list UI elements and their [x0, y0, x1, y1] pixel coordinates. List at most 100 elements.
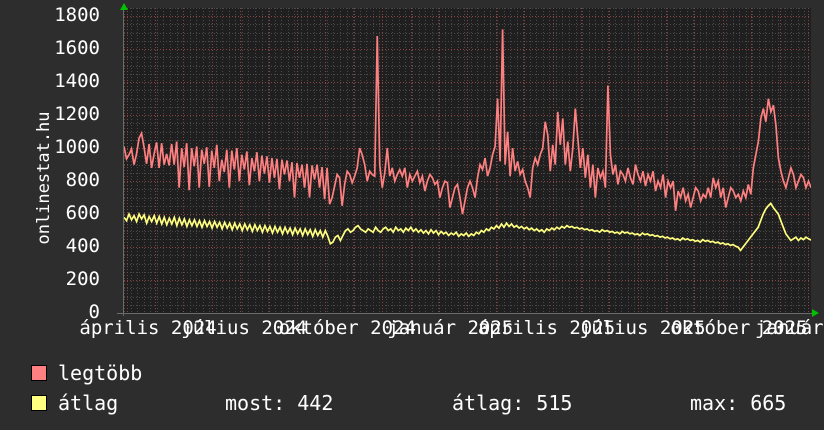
y-tick-label: 1400: [54, 70, 100, 93]
gridline-minor-v: [687, 8, 688, 313]
gridline-minor-v: [654, 8, 655, 313]
gridline-major-v: [411, 8, 412, 313]
gridline-major-v: [325, 8, 326, 313]
x-tick-label: január 2026: [754, 317, 824, 339]
gridline-minor-v: [719, 8, 720, 313]
x-tick-label: október 2025: [670, 317, 808, 339]
legend-label-legtobb: legtöbb: [58, 361, 143, 385]
y-axis-line: [123, 4, 124, 316]
gridline-minor-v: [641, 8, 642, 313]
y-tick-label: 200: [65, 268, 100, 291]
gridline-minor-v: [621, 8, 622, 313]
legend-label-atlag: átlag: [58, 391, 119, 415]
gridline-minor-v: [320, 8, 321, 313]
gridline-minor-v: [589, 8, 590, 313]
gridline-minor-v: [693, 8, 694, 313]
series-lines: [124, 29, 811, 252]
y-tick-label: 400: [65, 235, 100, 258]
series-line-atlag: [124, 202, 811, 252]
x-tick-label: július 2025: [579, 317, 706, 339]
gridline-major-v: [609, 8, 610, 313]
gridline-minor-v: [490, 8, 491, 313]
gridline-minor-v: [392, 8, 393, 313]
gridline-minor-v: [661, 8, 662, 313]
x-axis-arrow-icon: [812, 309, 819, 317]
gridline-minor-v: [634, 8, 635, 313]
gridline-minor-v: [517, 8, 518, 313]
gridline-minor-v: [419, 8, 420, 313]
gridline-major-v: [808, 8, 809, 313]
gridline-minor-v: [798, 8, 799, 313]
gridline-major-v: [524, 8, 525, 313]
y-tick-label: 1600: [54, 37, 100, 60]
stat-most: most: 442: [225, 391, 334, 415]
gridline-major-v: [553, 8, 554, 313]
gridline-major-v: [751, 8, 752, 313]
gridline-minor-v: [615, 8, 616, 313]
gridline-minor-v: [405, 8, 406, 313]
gridline-major-v: [496, 8, 497, 313]
gridline-minor-v: [510, 8, 511, 313]
gridline-major-v: [723, 8, 724, 313]
y-axis-arrow-icon: [120, 3, 128, 10]
gridline-minor-v: [360, 8, 361, 313]
gridline-minor-v: [131, 8, 132, 313]
gridline-minor-v: [301, 8, 302, 313]
stat-max: max: 665: [690, 391, 787, 415]
gridline-minor-v: [804, 8, 805, 313]
x-tick-label: január 2025: [387, 317, 514, 339]
gridline-minor-v: [765, 8, 766, 313]
gridline-minor-v: [733, 8, 734, 313]
gridline-minor-v: [785, 8, 786, 313]
gridline-minor-v: [700, 8, 701, 313]
gridline-minor-v: [340, 8, 341, 313]
gridline-major-v: [269, 8, 270, 313]
gridline-major-v: [780, 8, 781, 313]
gridline-major-v: [439, 8, 440, 313]
gridline-minor-v: [333, 8, 334, 313]
gridline-minor-v: [327, 8, 328, 313]
gridline-minor-v: [137, 8, 138, 313]
gridline-minor-v: [595, 8, 596, 313]
gridline-minor-v: [432, 8, 433, 313]
gridline-minor-v: [759, 8, 760, 313]
gridline-major-v: [155, 8, 156, 313]
gridline-minor-v: [124, 8, 125, 313]
gridline-minor-v: [608, 8, 609, 313]
gridline-minor-v: [628, 8, 629, 313]
x-tick-label: július 2024: [181, 317, 308, 339]
gridline-minor-v: [582, 8, 583, 313]
gridline-minor-v: [464, 8, 465, 313]
gridline-minor-v: [399, 8, 400, 313]
gridline-minor-v: [229, 8, 230, 313]
gridline-minor-v: [366, 8, 367, 313]
x-tick-label: április 2024: [79, 317, 217, 339]
gridline-major-v: [297, 8, 298, 313]
gridline-minor-v: [543, 8, 544, 313]
y-tick-label: 1000: [54, 136, 100, 159]
gridline-major-v: [666, 8, 667, 313]
legend-swatch-legtobb: [31, 365, 47, 381]
gridline-minor-v: [373, 8, 374, 313]
gridline-minor-v: [746, 8, 747, 313]
gridline-minor-v: [216, 8, 217, 313]
x-tick-label: október 2024: [278, 317, 416, 339]
gridline-minor-v: [451, 8, 452, 313]
gridline-minor-v: [157, 8, 158, 313]
gridline-major-v: [382, 8, 383, 313]
gridline-major-v: [638, 8, 639, 313]
legend-row-legtobb: legtöbb: [0, 360, 824, 390]
gridline-major-v: [127, 8, 128, 313]
gridline-minor-v: [144, 8, 145, 313]
gridline-minor-v: [791, 8, 792, 313]
gridline-minor-v: [497, 8, 498, 313]
y-tick-label: 1200: [54, 103, 100, 126]
gridline-minor-v: [196, 8, 197, 313]
gridline-major-v: [354, 8, 355, 313]
gridline-minor-v: [438, 8, 439, 313]
legend: legtöbb átlag most: 442 átlag: 515 max: …: [0, 358, 824, 424]
gridline-minor-v: [425, 8, 426, 313]
plot-area: [124, 8, 811, 313]
gridline-major-v: [467, 8, 468, 313]
